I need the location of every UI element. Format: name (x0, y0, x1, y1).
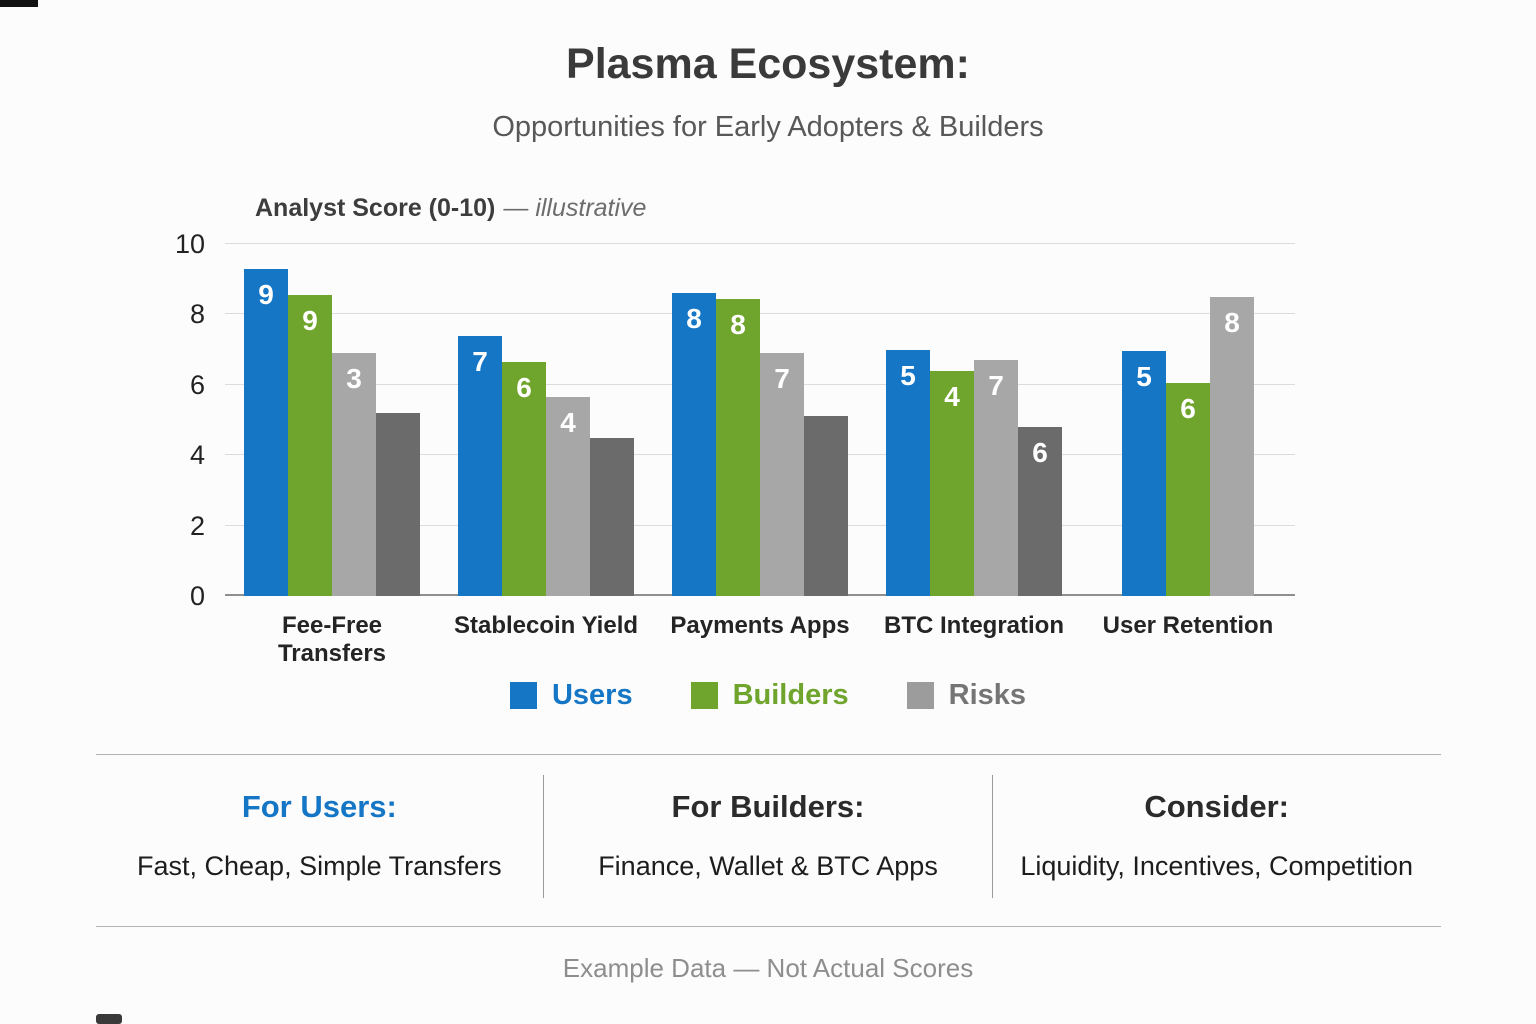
insights-row: For Users: Fast, Cheap, Simple Transfers… (96, 775, 1441, 898)
page-subtitle: Opportunities for Early Adopters & Build… (492, 111, 1044, 143)
bar-users-stablecoin-yield: 7 (458, 335, 502, 596)
bar-risks-payments-apps: 7 (760, 353, 804, 596)
bar-users-fee-free-transfers: 9 (244, 268, 288, 596)
column-text: Finance, Wallet & BTC Apps (598, 851, 938, 881)
page-footer: Example Data — Not Actual Scores (0, 953, 1536, 984)
bar-risks-user-retention: 8 (1210, 296, 1254, 596)
artifact-mark-bottom-left (96, 1014, 122, 1024)
bar-builders-stablecoin-yield: 6 (502, 361, 546, 596)
x-axis: Fee-Free Transfers Stablecoin Yield Paymen… (225, 612, 1295, 668)
column-text: Liquidity, Incentives, Competition (1020, 851, 1414, 881)
divider-top (95, 754, 1441, 755)
bar-risks-stablecoin-yield: 4 (546, 397, 590, 596)
x-axis-label-user-retention: User Retention (1102, 612, 1274, 639)
y-axis-tick: 8 (189, 299, 205, 330)
bar-value-label: 6 (1032, 437, 1048, 469)
bar-value-label: 6 (516, 371, 532, 403)
gridline (225, 243, 1295, 244)
bar-value-label: 3 (346, 363, 362, 395)
x-axis-label-btc-integration: BTC Integration (884, 612, 1064, 639)
bar-value-label: 5 (1136, 361, 1152, 393)
footnote: Example Data — Not Actual Scores (562, 953, 974, 983)
x-axis-label-stablecoin-yield: Stablecoin Yield (453, 612, 639, 639)
bar-value-label: 6 (1180, 393, 1196, 425)
legend-item-risks: Risks (906, 679, 1027, 712)
bar-risks-btc-integration: 7 (974, 360, 1018, 596)
legend-swatch-builders (690, 682, 718, 709)
chart-title-italic: — illustrative (503, 194, 647, 222)
column-heading: Consider: (1144, 789, 1290, 824)
y-axis-tick: 0 (189, 581, 205, 611)
bar-value-label: 9 (258, 278, 274, 310)
infographic: Plasma Ecosystem: Opportunities for Earl… (0, 0, 1536, 984)
legend-swatch-users (509, 682, 537, 709)
bar-builders-fee-free-transfers: 9 (288, 295, 332, 596)
chart-title: Analyst Score (0-10) — illustrative (255, 194, 646, 223)
bar-risks-dark-btc-integration: 6 (1018, 427, 1062, 596)
bar-risks-dark-payments-apps (804, 416, 848, 596)
bar-users-btc-integration: 5 (886, 349, 930, 596)
legend-label: Risks (948, 679, 1027, 711)
bar-risks-fee-free-transfers: 3 (332, 353, 376, 596)
y-axis-tick: 6 (189, 369, 205, 400)
bar-risks-dark-fee-free-transfers (376, 412, 420, 596)
column-heading: For Users: (241, 789, 397, 824)
x-axis-label-payments-apps: Payments Apps (670, 612, 850, 639)
bar-value-label: 8 (686, 303, 702, 335)
page-title: Plasma Ecosystem: (566, 40, 970, 88)
legend-label: Builders (732, 679, 849, 711)
y-axis-tick: 10 (174, 229, 205, 259)
artifact-mark-top-left (0, 0, 38, 7)
divider-bottom (95, 926, 1441, 927)
column-text: Fast, Cheap, Simple Transfers (137, 851, 502, 881)
bar-value-label: 5 (900, 359, 916, 391)
y-axis-tick: 2 (189, 510, 205, 541)
legend-item-users: Users (509, 679, 633, 712)
y-axis-tick: 4 (189, 440, 205, 471)
insight-column-consider: Consider: Liquidity, Incentives, Competi… (991, 775, 1441, 898)
bar-value-label: 4 (944, 380, 960, 412)
bar-value-label: 7 (988, 370, 1004, 402)
bar-value-label: 7 (774, 363, 790, 395)
bar-risks-dark-stablecoin-yield (590, 437, 634, 596)
page-header: Plasma Ecosystem: Opportunities for Earl… (0, 0, 1536, 144)
gridline (225, 313, 1295, 315)
bar-users-payments-apps: 8 (672, 293, 716, 596)
chart-legend: Users Builders Risks (0, 679, 1536, 712)
legend-item-builders: Builders (690, 679, 849, 712)
bar-builders-payments-apps: 8 (716, 298, 760, 596)
bar-value-label: 8 (1224, 306, 1240, 338)
chart-title-bold: Analyst Score (0-10) (255, 194, 496, 222)
bar-users-user-retention: 5 (1122, 351, 1166, 596)
x-axis-label-fee-free-transfers: Fee-Free Transfers (277, 612, 387, 667)
legend-swatch-risks (906, 682, 934, 709)
bar-value-label: 8 (730, 308, 746, 340)
bar-value-label: 4 (560, 407, 576, 439)
bar-value-label: 9 (302, 305, 318, 337)
bar-builders-user-retention: 6 (1166, 383, 1210, 596)
column-heading: For Builders: (671, 789, 865, 824)
bar-value-label: 7 (472, 345, 488, 377)
legend-label: Users (551, 679, 633, 711)
insight-column-builders: For Builders: Finance, Wallet & BTC Apps (543, 775, 992, 898)
bar-builders-btc-integration: 4 (930, 370, 974, 596)
insight-column-users: For Users: Fast, Cheap, Simple Transfers (96, 775, 544, 898)
